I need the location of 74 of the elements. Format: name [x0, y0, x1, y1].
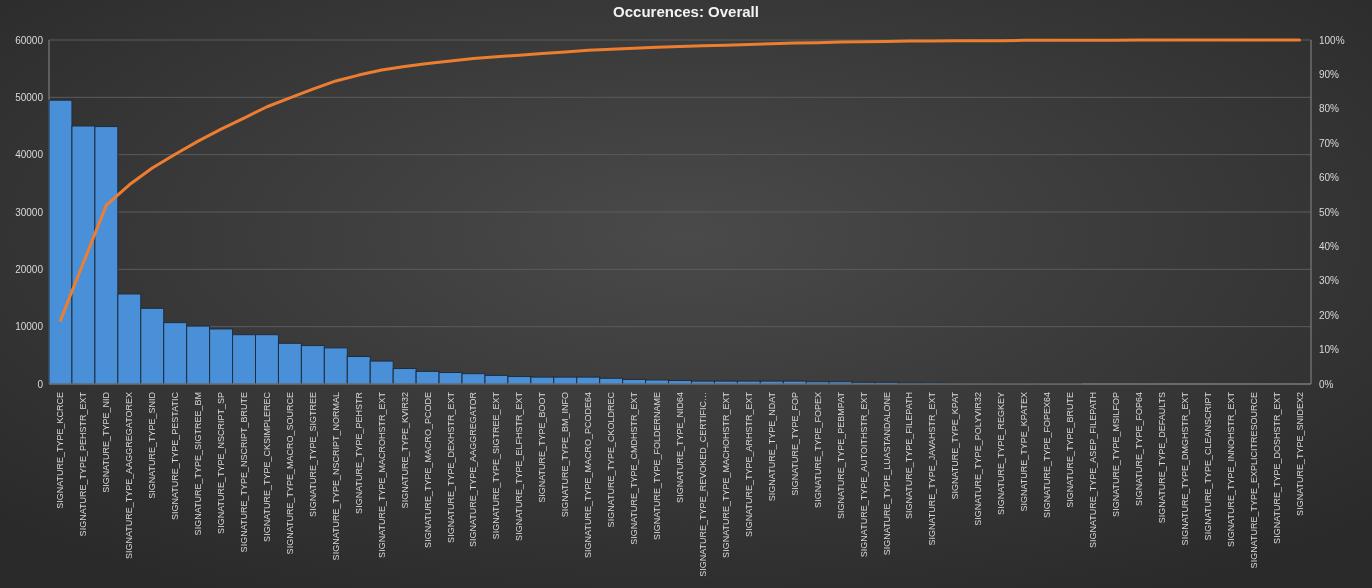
x-tick-label: SIGNATURE_TYPE_DEFAULTS — [1156, 392, 1167, 524]
x-tick-label: SIGNATURE_TYPE_CMDHSTR_EXT — [629, 391, 640, 545]
x-tick-label: SIGNATURE_TYPE_AAGGREGATOREX — [124, 392, 135, 560]
x-tick-label: SIGNATURE_TYPE_PEHSTR_EXT — [78, 391, 89, 537]
y-tick-label: 0 — [37, 378, 44, 390]
x-tick-label: SIGNATURE_TYPE_FOPEX — [812, 392, 823, 508]
y2-tick-label: 100% — [1319, 34, 1345, 46]
x-tick-label: SIGNATURE_TYPE_DEXHSTR_EXT — [445, 391, 456, 543]
x-tick-label: SIGNATURE_TYPE_MACHOHSTR_EXT — [720, 391, 731, 558]
x-tick-label: SIGNATURE_TYPE_MACRO_SOURCE — [284, 392, 295, 555]
x-tick-label: SIGNATURE_TYPE_ASEP_FILEPATH — [1088, 392, 1099, 549]
x-tick-label: SIGNATURE_TYPE_SIGTREE_BM — [193, 392, 204, 536]
x-tick-label: SIGNATURE_TYPE_NSCRIPT_SP — [216, 392, 227, 534]
x-tick-label: SIGNATURE_TYPE_POLYVIR32 — [973, 392, 984, 526]
x-tick-label: SIGNATURE_TYPE_FOP64 — [1133, 392, 1144, 506]
y2-tick-label: 40% — [1319, 240, 1340, 252]
x-tick-label: SIGNATURE_TYPE_NDAT — [766, 391, 777, 502]
y-tick-label: 60000 — [15, 34, 44, 46]
x-tick-label: SIGNATURE_TYPE_SIGTREE_EXT — [491, 391, 502, 540]
chart-title: Occurences: Overall — [613, 3, 759, 20]
x-tick-label: SIGNATURE_TYPE_DOSHSTR_EXT — [1271, 391, 1282, 544]
x-tick-label: SIGNATURE_TYPE_SIGTREE — [307, 392, 318, 517]
x-tick-label: SIGNATURE_TYPE_CKOLDREC — [606, 391, 617, 528]
x-tick-label: SIGNATURE_TYPE_BM_INFO — [560, 392, 571, 518]
x-tick-label: SIGNATURE_TYPE_PEHSTR — [353, 391, 364, 514]
x-tick-label: SIGNATURE_TYPE_NID — [101, 391, 112, 493]
x-tick-label: SIGNATURE_TYPE_EXPLICITRESOURCE — [1248, 392, 1259, 569]
y2-tick-label: 50% — [1319, 206, 1340, 218]
x-tick-label: SIGNATURE_TYPE_NSCRIPT_NORMAL — [330, 392, 341, 561]
x-tick-label: SIGNATURE_TYPE_KVIR32 — [399, 392, 410, 509]
y2-tick-label: 80% — [1319, 103, 1340, 115]
x-tick-label: SIGNATURE_TYPE_MACRO_PCODE — [422, 392, 433, 548]
x-tick-label: SIGNATURE_TYPE_SNIDEX2 — [1294, 392, 1305, 516]
x-tick-label: SIGNATURE_TYPE_MSILFOP — [1110, 392, 1121, 517]
y-tick-label: 40000 — [15, 149, 44, 161]
x-tick-label: SIGNATURE_TYPE_MACRO_PCODE64 — [583, 392, 594, 558]
y-tick-label: 30000 — [15, 206, 44, 218]
y2-tick-label: 0% — [1319, 378, 1334, 390]
x-tick-label: SIGNATURE_TYPE_AAGGREGATOR — [468, 391, 479, 548]
x-tick-label: SIGNATURE_TYPE_DMGHSTR_EXT — [1179, 391, 1190, 546]
x-tick-label: SIGNATURE_TYPE_KCRCE — [55, 392, 66, 509]
x-tick-label: SIGNATURE_TYPE_PEBMPAT — [835, 391, 846, 520]
y2-tick-label: 60% — [1319, 172, 1340, 184]
x-tick-label: SIGNATURE_TYPE_FOLDERNAME — [652, 392, 663, 540]
y2-tick-label: 70% — [1319, 137, 1340, 149]
y2-tick-label: 20% — [1319, 309, 1340, 321]
x-tick-label: SIGNATURE_TYPE_SNID — [147, 391, 158, 499]
x-tick-label: SIGNATURE_TYPE_ARHSTR_EXT — [743, 391, 754, 537]
y2-tick-label: 30% — [1319, 275, 1340, 287]
x-tick-label: SIGNATURE_TYPE_PESTATIC — [170, 391, 181, 521]
x-tick-label: SIGNATURE_TYPE_CKSIMPLEREC — [261, 391, 272, 542]
x-tick-label: SIGNATURE_TYPE_BRUTE — [1065, 392, 1076, 508]
y-tick-label: 10000 — [15, 321, 44, 333]
x-tick-label: SIGNATURE_TYPE_BOOT — [537, 391, 548, 503]
x-tick-label: SIGNATURE_TYPE_FOP — [789, 392, 800, 496]
x-tick-label: SIGNATURE_TYPE_NID64 — [675, 392, 685, 503]
x-tick-label: SIGNATURE_TYPE_NSCRIPT_BRUTE — [239, 392, 250, 553]
x-tick-label: SIGNATURE_TYPE_FOPEX64 — [1042, 392, 1053, 518]
y2-tick-label: 10% — [1319, 344, 1340, 356]
x-tick-label: SIGNATURE_TYPE_JAVAHSTR_EXT — [927, 391, 938, 546]
x-tick-label: SIGNATURE_TYPE_MACROHSTR_EXT — [376, 391, 387, 558]
x-tick-label: SIGNATURE_TYPE_FILEPATH — [904, 392, 915, 520]
x-tick-label: SIGNATURE_TYPE_LUASTANDALONE — [881, 392, 892, 556]
x-tick-label: SIGNATURE_TYPE_KPAT — [950, 391, 961, 500]
x-tick-label: SIGNATURE_TYPE_REGKEY — [996, 392, 1007, 515]
x-tick-label: SIGNATURE_TYPE_AUTOITHSTR_EXT — [858, 391, 869, 558]
y2-tick-label: 90% — [1319, 68, 1340, 80]
x-tick-label: SIGNATURE_TYPE_KPATEX — [1019, 392, 1030, 512]
x-tick-label: SIGNATURE_TYPE_REVOKED_CERTIFIC… — [697, 392, 708, 577]
x-tick-label: SIGNATURE_TYPE_CLEANSCRIPT — [1202, 391, 1213, 541]
y-tick-label: 50000 — [15, 91, 44, 103]
y-tick-label: 20000 — [15, 263, 44, 275]
x-tick-label: SIGNATURE_TYPE_INNOHSTR_EXT — [1225, 391, 1236, 547]
x-tick-label: SIGNATURE_TYPE_ELFHSTR_EXT — [514, 391, 525, 541]
